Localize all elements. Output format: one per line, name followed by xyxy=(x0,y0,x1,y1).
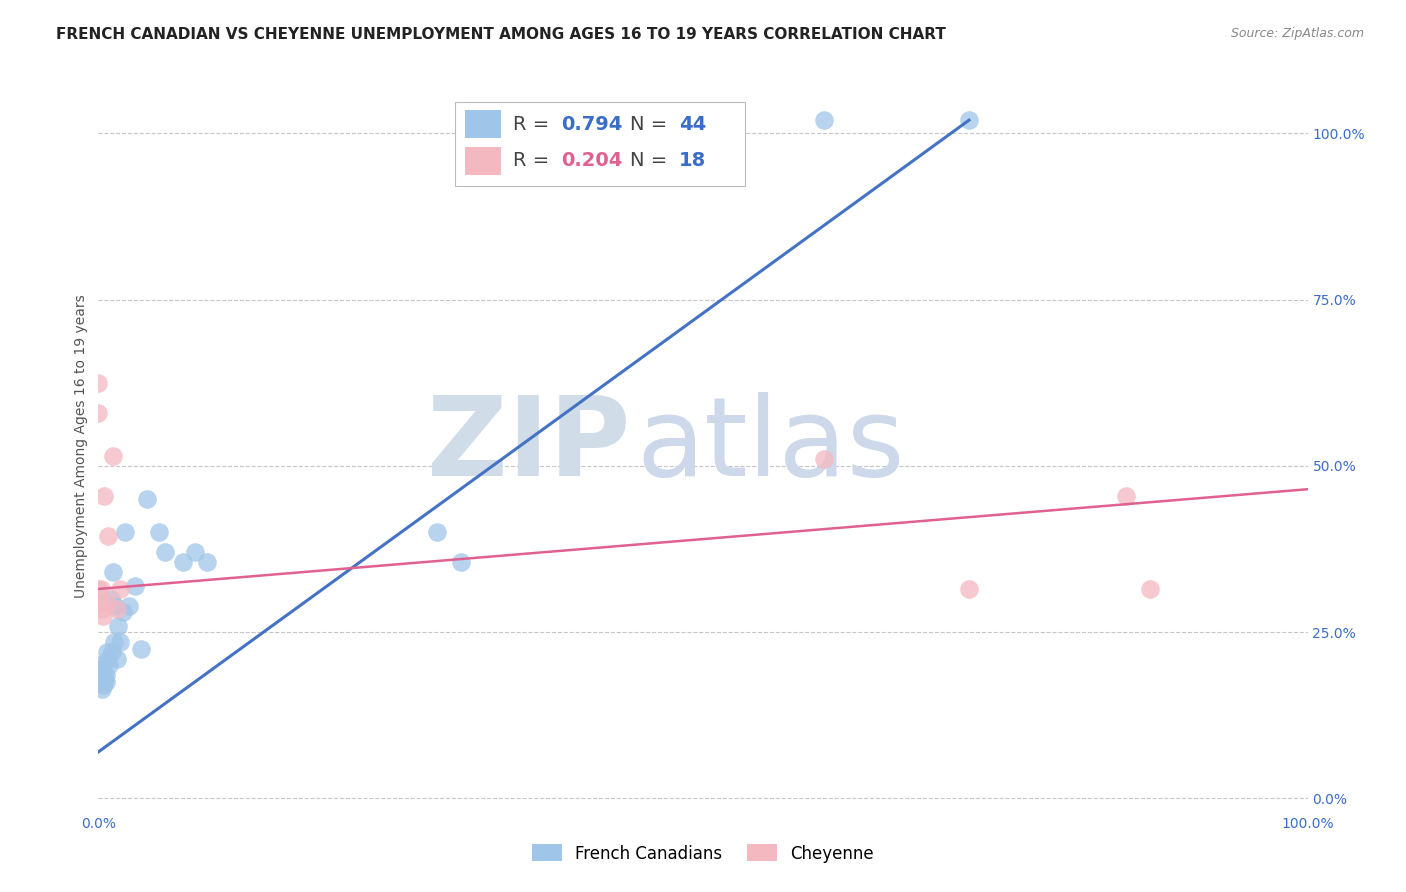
Point xyxy=(114,525,136,540)
Point xyxy=(100,645,122,659)
Point xyxy=(108,582,131,596)
Point xyxy=(98,658,121,673)
Point xyxy=(103,635,125,649)
Point xyxy=(97,529,120,543)
Point xyxy=(90,582,112,596)
Point xyxy=(129,641,152,656)
Point xyxy=(172,555,194,569)
Point xyxy=(107,618,129,632)
FancyBboxPatch shape xyxy=(465,147,501,175)
Text: R =: R = xyxy=(513,152,555,170)
Text: ZIP: ZIP xyxy=(427,392,630,500)
Point xyxy=(450,555,472,569)
Text: 44: 44 xyxy=(679,115,706,134)
Point xyxy=(96,595,118,609)
Point xyxy=(195,555,218,569)
Text: Source: ZipAtlas.com: Source: ZipAtlas.com xyxy=(1230,27,1364,40)
Point xyxy=(94,668,117,682)
Legend: French Canadians, Cheyenne: French Canadians, Cheyenne xyxy=(524,838,882,869)
Point xyxy=(87,672,110,686)
Point xyxy=(87,582,110,596)
FancyBboxPatch shape xyxy=(456,103,745,186)
Point xyxy=(100,591,122,606)
Text: FRENCH CANADIAN VS CHEYENNE UNEMPLOYMENT AMONG AGES 16 TO 19 YEARS CORRELATION C: FRENCH CANADIAN VS CHEYENNE UNEMPLOYMENT… xyxy=(56,27,946,42)
Point xyxy=(90,675,112,690)
Text: N =: N = xyxy=(630,115,673,134)
Point xyxy=(93,668,115,682)
Point xyxy=(90,662,112,676)
Point xyxy=(108,635,131,649)
Text: 0.204: 0.204 xyxy=(561,152,623,170)
Point xyxy=(91,602,114,616)
Point xyxy=(1115,489,1137,503)
Point xyxy=(813,452,835,467)
Text: 0.794: 0.794 xyxy=(561,115,623,134)
Point xyxy=(148,525,170,540)
Point xyxy=(96,645,118,659)
Point xyxy=(91,672,114,686)
Point xyxy=(91,668,114,682)
Point xyxy=(90,668,112,682)
Point xyxy=(101,566,124,580)
Text: N =: N = xyxy=(630,152,673,170)
Point xyxy=(135,492,157,507)
Point xyxy=(104,599,127,613)
Point xyxy=(957,113,980,128)
Point xyxy=(93,489,115,503)
Point xyxy=(97,652,120,666)
Point xyxy=(87,658,110,673)
Text: R =: R = xyxy=(513,115,555,134)
Point xyxy=(91,662,114,676)
Point xyxy=(93,675,115,690)
Point xyxy=(813,113,835,128)
Point xyxy=(91,675,114,690)
Point xyxy=(89,668,111,682)
FancyBboxPatch shape xyxy=(465,111,501,138)
Point xyxy=(91,665,114,679)
Text: atlas: atlas xyxy=(637,392,905,500)
Point xyxy=(957,582,980,596)
Text: 18: 18 xyxy=(679,152,706,170)
Point xyxy=(89,595,111,609)
Point xyxy=(91,608,114,623)
Point xyxy=(184,545,207,559)
Point xyxy=(105,602,128,616)
Point xyxy=(426,525,449,540)
Point xyxy=(87,595,110,609)
Point xyxy=(89,675,111,690)
Point xyxy=(91,681,114,696)
Point xyxy=(124,579,146,593)
Point xyxy=(118,599,141,613)
Point xyxy=(101,449,124,463)
Point xyxy=(87,406,110,420)
Y-axis label: Unemployment Among Ages 16 to 19 years: Unemployment Among Ages 16 to 19 years xyxy=(75,294,89,598)
Point xyxy=(91,678,114,692)
Point xyxy=(153,545,176,559)
Point xyxy=(111,605,134,619)
Point xyxy=(94,675,117,690)
Point xyxy=(87,376,110,390)
Point xyxy=(105,652,128,666)
Point xyxy=(1139,582,1161,596)
